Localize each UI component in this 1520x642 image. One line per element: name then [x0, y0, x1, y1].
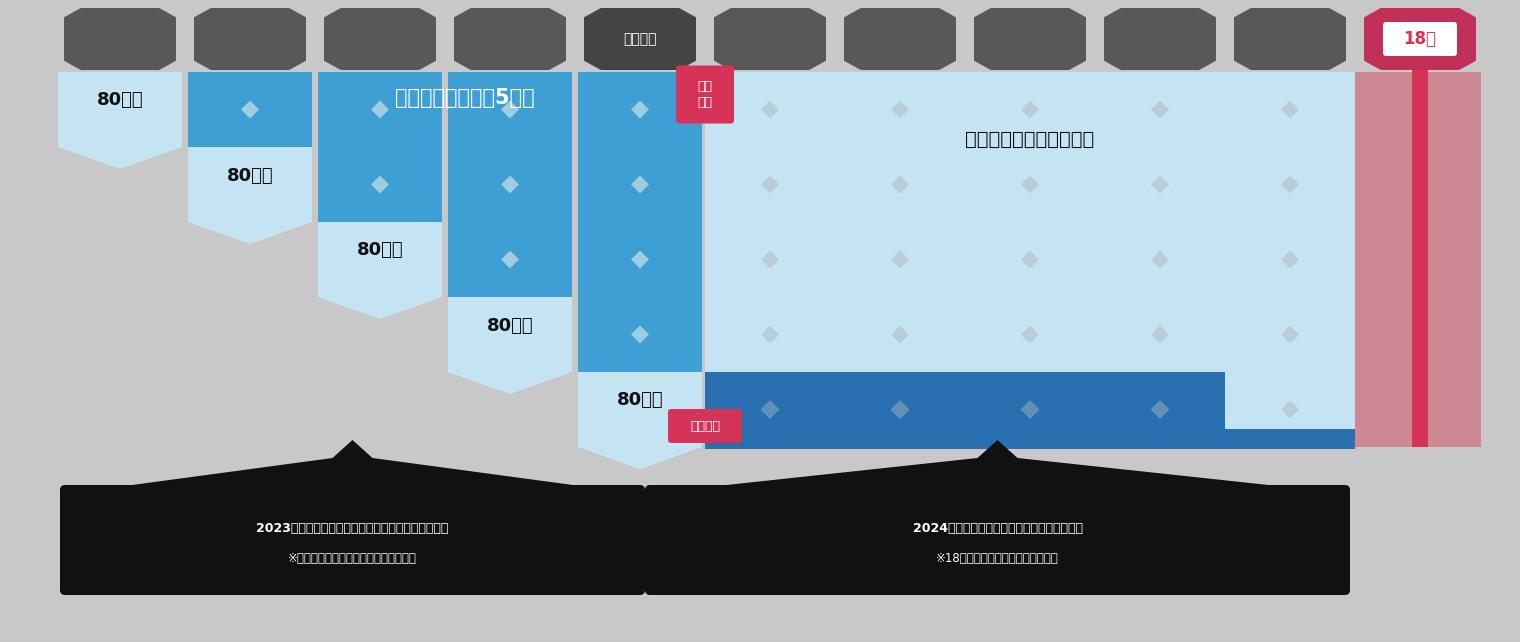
Polygon shape — [448, 72, 572, 169]
Polygon shape — [371, 175, 389, 193]
Polygon shape — [578, 72, 702, 169]
Polygon shape — [1151, 401, 1169, 419]
Polygon shape — [318, 147, 442, 244]
Polygon shape — [1281, 250, 1300, 268]
Polygon shape — [1363, 8, 1476, 70]
Polygon shape — [891, 401, 909, 419]
Polygon shape — [584, 8, 696, 70]
Polygon shape — [1281, 101, 1300, 119]
Polygon shape — [631, 325, 649, 343]
Polygon shape — [448, 147, 572, 244]
Bar — [705, 372, 1225, 447]
Polygon shape — [1104, 8, 1216, 70]
Polygon shape — [1021, 101, 1040, 119]
Polygon shape — [64, 8, 176, 70]
Polygon shape — [631, 101, 649, 119]
Polygon shape — [1281, 401, 1300, 419]
FancyBboxPatch shape — [676, 65, 734, 123]
Polygon shape — [891, 325, 909, 343]
Polygon shape — [714, 8, 825, 70]
Text: ※過去の配当、譲渡益に遡及課税される: ※過去の配当、譲渡益に遡及課税される — [289, 551, 416, 564]
Text: 18歳: 18歳 — [1403, 30, 1436, 48]
Polygon shape — [679, 440, 1315, 490]
Polygon shape — [578, 222, 702, 319]
Polygon shape — [762, 101, 778, 119]
Bar — [1354, 72, 1480, 147]
Text: 非課税期間（最長5年）: 非課税期間（最長5年） — [395, 88, 535, 108]
Polygon shape — [318, 222, 442, 319]
Polygon shape — [1281, 175, 1300, 193]
Bar — [1354, 372, 1480, 447]
Polygon shape — [631, 250, 649, 268]
Polygon shape — [1151, 101, 1169, 119]
Polygon shape — [448, 222, 572, 319]
Text: 自動
移管: 自動 移管 — [698, 80, 713, 109]
Polygon shape — [844, 8, 956, 70]
Text: 2023年末の制度終了までは非課税での払い出し不可: 2023年末の制度終了までは非課税での払い出し不可 — [257, 521, 448, 535]
Text: 80万円: 80万円 — [617, 392, 663, 410]
Polygon shape — [1021, 401, 1040, 419]
Polygon shape — [578, 297, 702, 394]
Polygon shape — [324, 8, 436, 70]
Polygon shape — [188, 147, 312, 244]
Polygon shape — [188, 72, 312, 169]
Polygon shape — [318, 72, 442, 169]
Polygon shape — [1151, 401, 1169, 419]
Text: 制度終了: 制度終了 — [623, 32, 657, 46]
Text: 2024年以降はいつでも売却して払い出し可能: 2024年以降はいつでも売却して払い出し可能 — [912, 521, 1082, 535]
Text: ※18歳未満の場合は口座閉鎖が必要: ※18歳未満の場合は口座閉鎖が必要 — [936, 551, 1059, 564]
Polygon shape — [1021, 175, 1040, 193]
Text: 80万円: 80万円 — [357, 241, 403, 259]
Polygon shape — [502, 175, 518, 193]
Polygon shape — [1234, 8, 1347, 70]
Polygon shape — [1021, 325, 1040, 343]
Polygon shape — [1151, 250, 1169, 268]
FancyBboxPatch shape — [644, 485, 1350, 595]
FancyBboxPatch shape — [667, 409, 742, 443]
Polygon shape — [195, 8, 306, 70]
Polygon shape — [502, 250, 518, 268]
FancyBboxPatch shape — [59, 485, 644, 595]
Polygon shape — [1151, 175, 1169, 193]
Polygon shape — [631, 175, 649, 193]
Polygon shape — [762, 175, 778, 193]
Bar — [1354, 297, 1480, 372]
Polygon shape — [448, 297, 572, 394]
Polygon shape — [578, 372, 702, 469]
Polygon shape — [242, 101, 258, 119]
Polygon shape — [578, 147, 702, 244]
Text: 買付不可: 買付不可 — [690, 419, 720, 433]
Polygon shape — [58, 72, 182, 169]
Polygon shape — [762, 401, 778, 419]
Text: 継続管理勘定（非課税）: 継続管理勘定（非課税） — [965, 130, 1094, 149]
Polygon shape — [1151, 325, 1169, 343]
Polygon shape — [1281, 325, 1300, 343]
Polygon shape — [502, 101, 518, 119]
Polygon shape — [1021, 401, 1040, 419]
Text: 80万円: 80万円 — [486, 317, 534, 334]
Polygon shape — [94, 440, 610, 490]
Polygon shape — [762, 401, 778, 419]
Polygon shape — [762, 325, 778, 343]
Polygon shape — [762, 250, 778, 268]
Polygon shape — [454, 8, 565, 70]
FancyBboxPatch shape — [1383, 22, 1458, 56]
Polygon shape — [891, 401, 909, 419]
Bar — [705, 72, 1354, 447]
Bar — [1354, 147, 1480, 222]
Polygon shape — [891, 175, 909, 193]
Polygon shape — [1021, 250, 1040, 268]
Polygon shape — [891, 101, 909, 119]
Bar — [705, 429, 1354, 449]
Polygon shape — [891, 250, 909, 268]
Polygon shape — [974, 8, 1085, 70]
Bar — [1354, 222, 1480, 297]
Polygon shape — [371, 101, 389, 119]
Text: 80万円: 80万円 — [226, 166, 274, 184]
Bar — [1412, 70, 1427, 447]
Text: 80万円: 80万円 — [97, 92, 143, 110]
